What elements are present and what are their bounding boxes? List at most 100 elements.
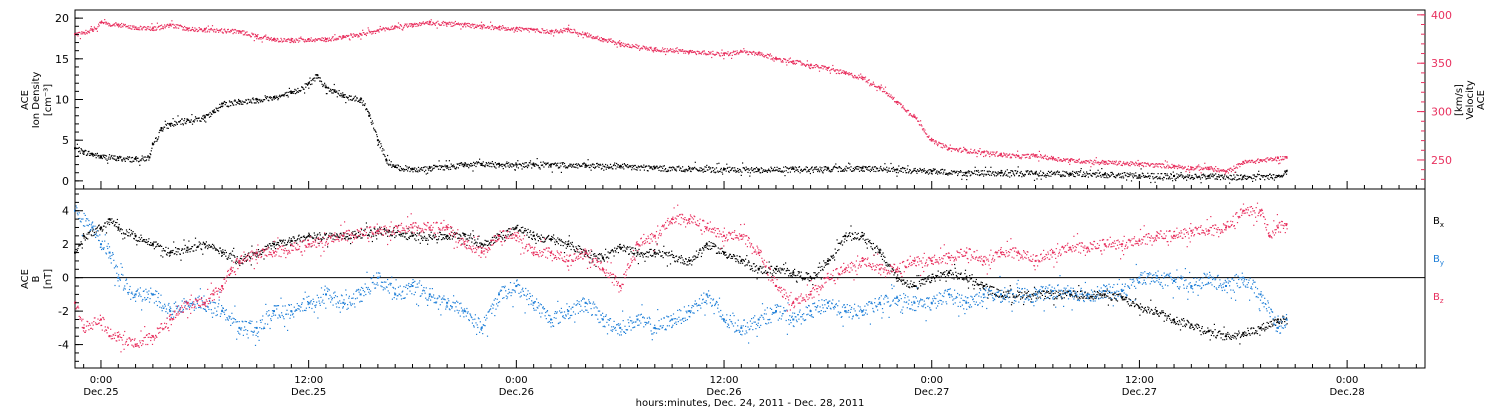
velocity-dot-958 <box>655 47 657 49</box>
density-dot-367 <box>297 87 299 90</box>
density-dot-1719 <box>1116 175 1118 177</box>
density-dot-1629 <box>1061 174 1063 176</box>
density-dot-1009 <box>686 169 688 171</box>
velocity-dot-1931 <box>1244 159 1246 161</box>
bx-dot-537 <box>400 235 402 237</box>
velocity-dot-625 <box>453 22 455 24</box>
velocity-dot-1129 <box>758 51 761 53</box>
velocity-dot-709 <box>504 29 506 31</box>
density-dot-1794 <box>1161 177 1163 180</box>
velocity-dot-805 <box>562 30 564 32</box>
velocity-dot-882 <box>609 38 611 40</box>
density-dot-291 <box>251 102 253 104</box>
velocity-dot-1529 <box>1001 155 1003 157</box>
velocity-dot-864 <box>598 39 600 41</box>
velocity-dot-1131 <box>760 52 762 54</box>
velocity-dot-1610 <box>1050 157 1052 159</box>
density-dot-224 <box>210 113 212 115</box>
density-dot-149 <box>165 123 167 125</box>
velocity-dot-1755 <box>1138 164 1140 166</box>
velocity-point-28 <box>567 28 570 31</box>
velocity-dot-229 <box>213 28 215 30</box>
velocity-dot-1361 <box>899 102 901 104</box>
density-dot-1878 <box>1212 176 1214 178</box>
velocity-dot-1899 <box>1225 171 1227 173</box>
velocity-dot-1914 <box>1234 171 1236 173</box>
density-dot-54 <box>107 158 109 160</box>
velocity-dot-1668 <box>1085 162 1087 164</box>
velocity-dot-269 <box>238 32 240 34</box>
density-dot-641 <box>463 166 465 168</box>
density-dot-1366 <box>902 171 904 173</box>
velocity-dot-541 <box>402 27 404 29</box>
bx-dot-519 <box>389 231 391 233</box>
density-dot-33 <box>95 153 97 155</box>
density-dot-1095 <box>738 171 740 173</box>
density-dot-1491 <box>978 171 980 173</box>
density-dot-1495 <box>980 170 982 172</box>
velocity-dot-1591 <box>1038 150 1040 152</box>
velocity-dot-869 <box>601 40 603 42</box>
density-dot-1552 <box>1015 170 1017 172</box>
density-dot-1897 <box>1224 174 1226 176</box>
bx-dot-602 <box>439 232 441 234</box>
density-dot-820 <box>571 164 573 166</box>
density-dot-776 <box>545 164 547 166</box>
density-dot-427 <box>333 83 335 86</box>
velocity-dot-1556 <box>1017 154 1019 156</box>
density-dot-1593 <box>1040 170 1042 172</box>
density-dot-1406 <box>926 172 928 174</box>
density-dot-1659 <box>1080 170 1082 172</box>
bx-dot-527 <box>394 236 396 239</box>
density-dot-739 <box>522 166 524 168</box>
density-dot-491 <box>372 122 374 124</box>
bx-dot-246 <box>224 252 226 254</box>
velocity-dot-47 <box>103 22 105 24</box>
density-dot-1299 <box>861 170 864 172</box>
density-dot-643 <box>464 162 466 164</box>
density-dot-1324 <box>877 167 879 169</box>
bx-dot-70 <box>117 229 119 231</box>
density-dot-792 <box>554 162 556 164</box>
velocity-dot-1291 <box>857 77 859 79</box>
velocity-dot-1798 <box>1164 167 1166 169</box>
velocity-dot-1416 <box>932 139 934 141</box>
velocity-dot-1271 <box>844 73 847 75</box>
density-dot-1918 <box>1236 179 1239 181</box>
density-dot-1136 <box>763 169 765 171</box>
velocity-dot-135 <box>156 22 158 24</box>
density-dot-1789 <box>1158 178 1160 180</box>
velocity-dot-555 <box>411 24 413 26</box>
density-dot-703 <box>500 163 503 165</box>
velocity-dot-689 <box>492 26 494 28</box>
velocity-dot-127 <box>151 29 154 31</box>
velocity-dot-320 <box>268 39 270 41</box>
density-dot-1092 <box>736 171 738 173</box>
density-dot-1046 <box>708 166 710 168</box>
density-dot-379 <box>304 83 306 85</box>
velocity-dot-719 <box>510 28 512 30</box>
velocity-dot-702 <box>500 26 502 28</box>
bx-dot-258 <box>231 260 233 262</box>
density-dot-1954 <box>1258 173 1260 176</box>
density-dot-1193 <box>797 170 799 173</box>
density-dot-1310 <box>868 169 870 171</box>
density-dot-70 <box>117 157 119 159</box>
density-dot-1927 <box>1242 178 1244 180</box>
velocity-dot-1750 <box>1135 161 1137 163</box>
velocity-ticklabel-300: 300 <box>1431 106 1452 119</box>
bx-dot-388 <box>310 235 312 237</box>
velocity-dot-1189 <box>795 60 797 62</box>
velocity-dot-1172 <box>785 59 787 61</box>
density-dot-1799 <box>1164 173 1166 175</box>
density-dot-1779 <box>1152 178 1154 180</box>
density-dot-937 <box>642 166 644 168</box>
velocity-dot-1392 <box>918 120 920 122</box>
density-dot-1988 <box>1279 176 1281 178</box>
density-dot-1011 <box>687 169 689 172</box>
density-dot-1607 <box>1048 175 1050 177</box>
density-dot-1210 <box>808 169 810 171</box>
density-dot-948 <box>649 167 651 169</box>
bx-dot-288 <box>249 257 251 259</box>
density-dot-689 <box>492 163 494 165</box>
